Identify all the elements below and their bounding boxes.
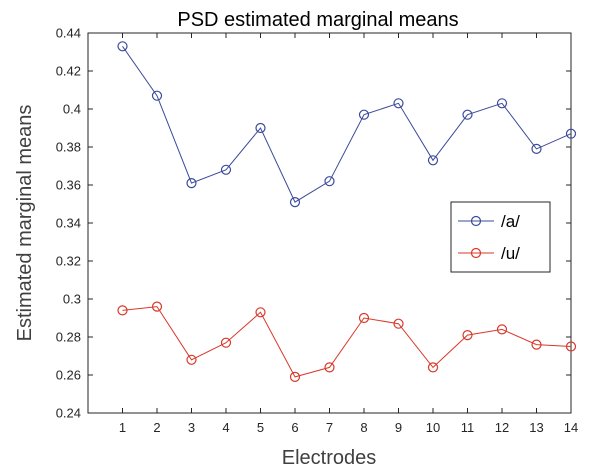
data-point — [462, 330, 473, 341]
data-point — [358, 312, 370, 324]
data-point — [393, 98, 404, 109]
data-point — [117, 41, 128, 52]
y-tick-label: 0.3 — [63, 292, 81, 307]
legend-label: /a/ — [501, 212, 520, 231]
y-axis: 0.24 0.26 0.28 0.3 0.32 0.34 0.36 0.38 0.4 0.42 0.… — [56, 26, 571, 421]
legend-label: /u/ — [501, 244, 520, 263]
y-tick-label: 0.34 — [56, 216, 81, 231]
y-tick-label: 0.28 — [56, 330, 81, 345]
data-point — [427, 155, 439, 166]
y-tick-label: 0.32 — [56, 254, 81, 269]
x-tick-label: 6 — [291, 420, 298, 435]
y-axis-title: Estimated marginal means — [14, 105, 36, 342]
x-tick-label: 4 — [222, 420, 229, 435]
data-point — [496, 98, 508, 109]
data-point — [289, 371, 301, 382]
x-tick-label: 3 — [188, 420, 195, 435]
series-layer — [117, 41, 577, 382]
y-tick-label: 0.36 — [56, 178, 81, 193]
x-tick-label: 2 — [153, 420, 160, 435]
x-tick-label: 11 — [461, 420, 475, 435]
x-tick-label: 13 — [529, 420, 543, 435]
x-tick-label: 9 — [395, 420, 402, 435]
x-tick-label: 10 — [426, 420, 440, 435]
series-u — [117, 301, 577, 382]
series-line — [122, 306, 572, 378]
data-point — [462, 109, 473, 120]
x-tick-label: 1 — [119, 420, 126, 435]
data-point — [220, 337, 232, 348]
data-point — [151, 90, 163, 101]
data-point — [496, 324, 508, 335]
series-line — [122, 46, 572, 203]
x-tick-label: 7 — [326, 420, 333, 435]
data-point — [531, 339, 542, 350]
x-tick-label: 8 — [360, 420, 367, 435]
y-tick-label: 0.42 — [56, 64, 81, 79]
data-point — [289, 197, 301, 208]
y-tick-label: 0.4 — [63, 102, 81, 117]
data-point — [393, 318, 404, 329]
legend-box — [450, 201, 551, 273]
data-point — [151, 301, 163, 312]
legend-swatch-marker — [470, 247, 482, 259]
data-point — [565, 341, 577, 352]
data-point — [324, 176, 335, 187]
y-tick-label: 0.26 — [56, 368, 81, 383]
x-axis: 1 2 3 4 5 6 7 8 9 10 11 12 13 14 — [119, 33, 578, 435]
chart-title: PSD estimated marginal means — [177, 9, 458, 31]
x-tick-label: 12 — [495, 420, 509, 435]
y-tick-label: 0.44 — [56, 26, 81, 41]
data-point — [186, 178, 197, 189]
data-point — [565, 128, 577, 139]
data-point — [427, 362, 439, 373]
y-tick-label: 0.24 — [56, 406, 81, 421]
data-point — [186, 354, 197, 365]
data-point — [324, 362, 335, 373]
y-tick-label: 0.38 — [56, 140, 81, 155]
series-a — [117, 41, 577, 208]
data-point — [255, 122, 266, 134]
data-point — [255, 307, 266, 318]
x-tick-label: 5 — [257, 420, 264, 435]
x-axis-title: Electrodes — [282, 447, 377, 469]
data-point — [531, 143, 542, 154]
data-point — [220, 164, 232, 175]
legend-swatch-marker — [470, 215, 482, 227]
x-tick-label: 14 — [564, 420, 578, 435]
data-point — [358, 109, 370, 120]
data-point — [117, 305, 128, 316]
legend: /a/ /u/ — [450, 201, 551, 273]
